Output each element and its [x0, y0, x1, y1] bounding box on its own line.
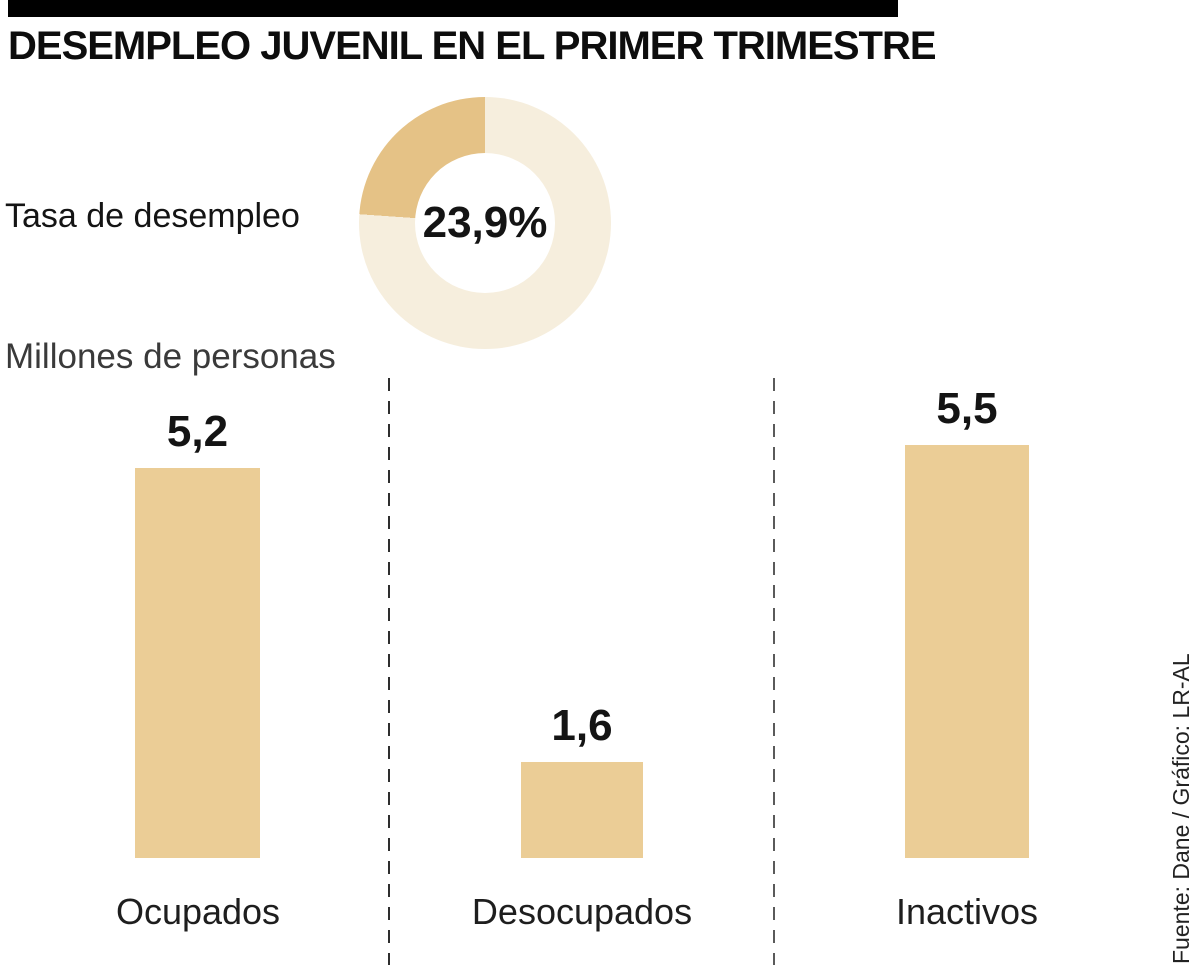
donut-hole: 23,9%: [415, 153, 555, 293]
bar-value-label: 1,6: [551, 701, 613, 750]
bar-value-label: 5,2: [166, 407, 229, 456]
source-credit: Fuente: Dane / Gráfico: LR-AL: [1168, 653, 1194, 964]
donut-center-value: 23,9%: [422, 198, 548, 247]
bar-column-desocupados: 1,6: [521, 704, 643, 858]
bar-column-ocupados: 5,2: [135, 410, 260, 858]
bar-rect: [135, 468, 260, 858]
category-label-desocupados: Desocupados: [471, 891, 693, 932]
donut-label: Tasa de desempleo: [5, 197, 300, 235]
page-title: DESEMPLEO JUVENIL EN EL PRIMER TRIMESTRE: [8, 24, 937, 68]
bar-rect: [905, 445, 1029, 858]
dashed-divider-1: [388, 378, 390, 965]
bar-column-inactivos: 5,5: [905, 387, 1029, 858]
bar-rect: [521, 762, 643, 858]
category-label-ocupados: Ocupados: [115, 891, 281, 932]
dashed-divider-2: [773, 378, 775, 965]
bar-value-label: 5,5: [936, 384, 998, 433]
top-rule: [8, 0, 898, 17]
category-label-inactivos: Inactivos: [895, 891, 1039, 932]
donut-chart: 23,9%: [359, 97, 611, 349]
bar-axis-label: Millones de personas: [5, 337, 336, 376]
